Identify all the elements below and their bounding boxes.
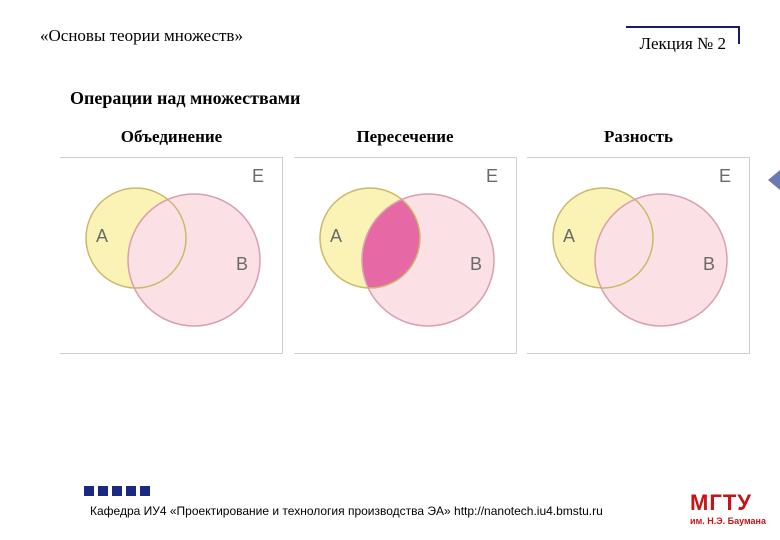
op-col-intersection: Пересечение E A B — [294, 127, 517, 354]
section-title: Операции над множествами — [0, 58, 780, 109]
op-title: Пересечение — [356, 127, 453, 147]
side-notch-icon — [768, 170, 780, 190]
svg-text:B: B — [469, 254, 481, 274]
lecture-label: Лекция № 2 — [640, 34, 726, 54]
svg-text:A: A — [330, 226, 342, 246]
footer-dots-icon — [84, 486, 150, 496]
header-row: «Основы теории множеств» Лекция № 2 — [0, 0, 780, 58]
course-title: «Основы теории множеств» — [40, 26, 243, 46]
svg-text:A: A — [563, 226, 575, 246]
op-col-difference: Разность E A B — [527, 127, 750, 354]
svg-text:E: E — [719, 166, 731, 186]
logo-block: МГТУ им. Н.Э. Баумана — [690, 490, 766, 526]
lecture-box: Лекция № 2 — [626, 26, 740, 58]
svg-text:E: E — [485, 166, 497, 186]
logo-sub: им. Н.Э. Баумана — [690, 516, 766, 526]
venn-difference: E A B — [527, 157, 750, 354]
operations-row: Объединение E A B Пересечение E A B Разность… — [0, 109, 780, 354]
svg-text:A: A — [96, 226, 108, 246]
op-title: Объединение — [121, 127, 222, 147]
svg-text:B: B — [703, 254, 715, 274]
svg-text:B: B — [236, 254, 248, 274]
venn-union: E A B — [60, 157, 283, 354]
op-title: Разность — [604, 127, 673, 147]
svg-text:E: E — [252, 166, 264, 186]
venn-intersection: E A B — [294, 157, 517, 354]
op-col-union: Объединение E A B — [60, 127, 283, 354]
footer-text: Кафедра ИУ4 «Проектирование и технология… — [90, 504, 603, 518]
logo-main: МГТУ — [690, 490, 766, 516]
